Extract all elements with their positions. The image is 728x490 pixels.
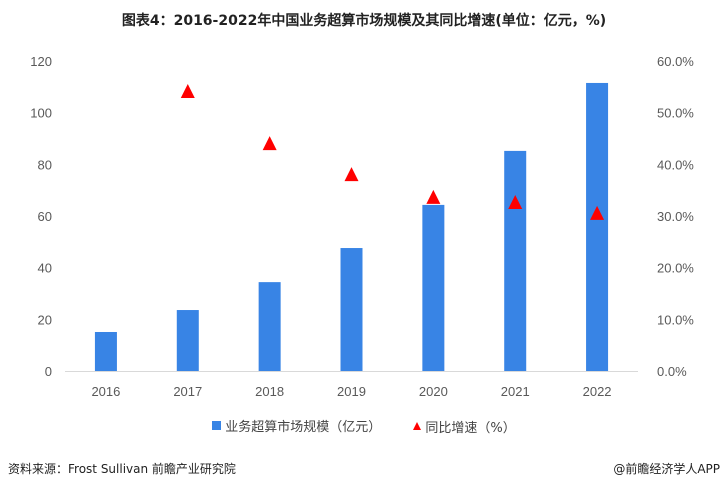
growth-marker [262,136,277,151]
growth-marker [180,83,195,98]
legend-triangle: 同比增速（%） [413,417,516,436]
bar [94,331,117,371]
growth-marker [508,195,523,210]
x-tick-label: 2019 [337,384,366,399]
y2-tick-label: 10.0% [657,312,694,327]
legend-bar-label: 业务超算市场规模（亿元） [225,420,382,435]
brand-text: @前瞻经济学人APP [613,462,720,476]
x-tick-label: 2021 [501,384,530,399]
legend-bar: 业务超算市场规模（亿元） [212,416,381,435]
chart-title: 图表4：2016-2022年中国业务超算市场规模及其同比增速(单位：亿元，%) [121,13,607,29]
x-tick-label: 2022 [583,384,612,399]
bar [504,150,527,371]
x-tick-label: 2018 [255,384,284,399]
footer: 资料来源：Frost Sullivan 前瞻产业研究院 @前瞻经济学人APP [8,460,720,477]
y-tick-label: 60 [38,209,52,224]
y-tick-label: 120 [30,54,52,69]
y2-tick-label: 60.0% [657,54,694,69]
y2-tick-label: 30.0% [657,209,694,224]
x-tick-label: 2017 [173,384,202,399]
bar [422,204,445,371]
chart: 0 20 40 60 80 100 120 0.0% 10.0% 20.0% 30.0% 40.0% 5… [30,54,694,399]
growth-marker [344,167,359,182]
legend: 业务超算市场规模（亿元） 同比增速（%） [0,416,728,436]
x-tick-label: 2016 [91,384,120,399]
bar [258,282,281,371]
y2-tick-label: 20.0% [657,261,694,276]
y-tick-label: 100 [30,106,52,121]
source-text: 资料来源：Frost Sullivan 前瞻产业研究院 [8,462,236,476]
bar [176,310,199,371]
y-tick-label: 20 [38,312,52,327]
legend-bar-swatch [212,421,222,430]
growth-marker [590,205,605,220]
x-tick-label: 2020 [419,384,448,399]
y2-tick-label: 50.0% [657,106,694,121]
growth-marker [426,189,441,204]
y-tick-label: 40 [38,261,52,276]
bar [340,248,363,371]
legend-triangle-marker [413,422,422,430]
y2-tick-label: 40.0% [657,157,694,172]
legend-triangle-label: 同比增速（%） [425,420,516,436]
y-tick-label: 0 [45,364,52,379]
y2-tick-label: 0.0% [657,364,687,379]
bar [586,82,609,371]
y-tick-label: 80 [38,157,52,172]
